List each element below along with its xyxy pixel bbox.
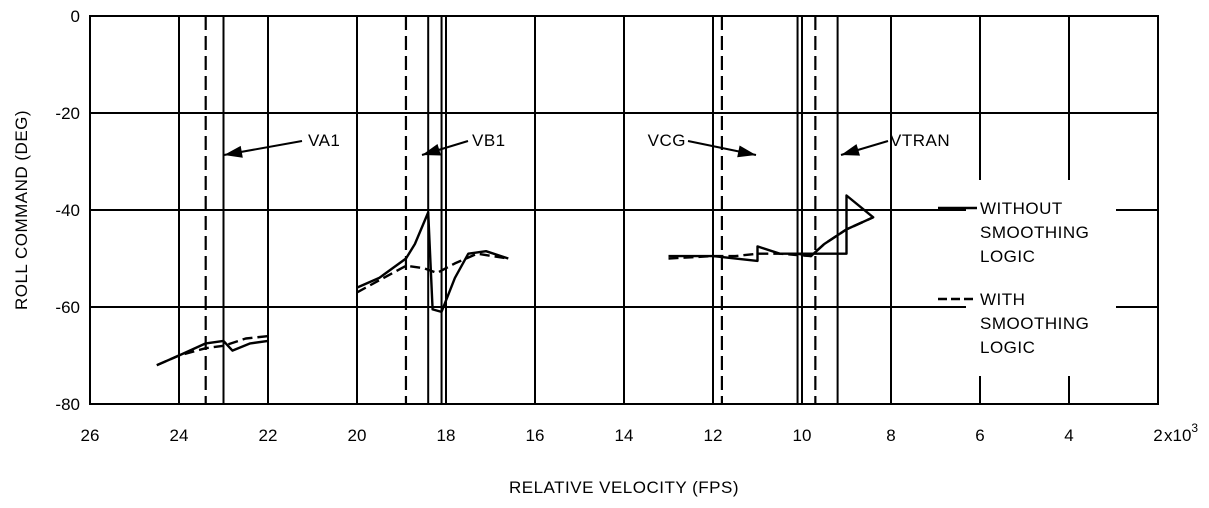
annotation-label-vtran: VTRAN	[890, 131, 950, 150]
series-solid-segment	[668, 194, 875, 263]
x-tick-label: 4	[1064, 426, 1073, 445]
y-tick-label: 0	[71, 7, 80, 26]
x-tick-label: 20	[348, 426, 367, 445]
x-tick-label: 8	[886, 426, 895, 445]
x-multiplier-label: x103	[1164, 421, 1198, 445]
x-multiplier-base: x10	[1164, 426, 1191, 445]
x-multiplier-exponent: 3	[1191, 421, 1198, 435]
legend-label: LOGIC	[980, 247, 1035, 266]
legend-label: WITHOUT	[980, 199, 1063, 218]
y-tick-label: -80	[55, 395, 80, 414]
y-axis-title: ROLL COMMAND (DEG)	[12, 110, 31, 310]
arrowhead-va1	[224, 145, 243, 158]
series-layer	[156, 194, 875, 367]
series-dashed-segment	[668, 216, 874, 260]
y-tick-label: -60	[55, 298, 80, 317]
x-tick-label: 2	[1153, 426, 1162, 445]
y-tick-label: -40	[55, 201, 80, 220]
legend: WITHOUT SMOOTHING LOGIC WITH SMOOTHING LOGIC	[938, 180, 1116, 376]
x-axis-title: RELATIVE VELOCITY (FPS)	[509, 478, 739, 497]
annotation-label-va1: VA1	[308, 131, 340, 150]
legend-label: LOGIC	[980, 338, 1035, 357]
annotation-label-vcg: VCG	[648, 131, 686, 150]
plot-frame	[89, 15, 1159, 405]
x-tick-label: 22	[259, 426, 278, 445]
x-tick-label: 16	[526, 426, 545, 445]
arrowhead-vcg	[737, 145, 756, 158]
series-dashed-segment	[156, 334, 269, 367]
arrowhead-vb1	[422, 144, 441, 156]
annotation-label-vb1: VB1	[472, 131, 506, 150]
legend-background	[966, 180, 1116, 376]
x-tick-label: 10	[793, 426, 812, 445]
arrowhead-vtran	[841, 144, 860, 156]
series-dashed-segment	[356, 252, 509, 294]
legend-label: SMOOTHING	[980, 223, 1089, 242]
x-tick-label: 24	[170, 426, 189, 445]
x-tick-label: 12	[704, 426, 723, 445]
legend-label: SMOOTHING	[980, 314, 1089, 333]
tick-labels: 26 24 22 20 18 16 14 12 10 8 6 4 20-20-40-60-80	[55, 7, 1162, 445]
annotations: VA1 VB1 VCG VTRAN	[223, 131, 950, 158]
x-tick-label: 14	[615, 426, 634, 445]
x-tick-label: 26	[81, 426, 100, 445]
x-tick-label: 6	[975, 426, 984, 445]
y-tick-label: -20	[55, 104, 80, 123]
x-tick-label: 18	[437, 426, 456, 445]
legend-label: WITH	[980, 290, 1025, 309]
series-solid-segment	[356, 211, 509, 314]
marker-lines	[178, 16, 839, 404]
